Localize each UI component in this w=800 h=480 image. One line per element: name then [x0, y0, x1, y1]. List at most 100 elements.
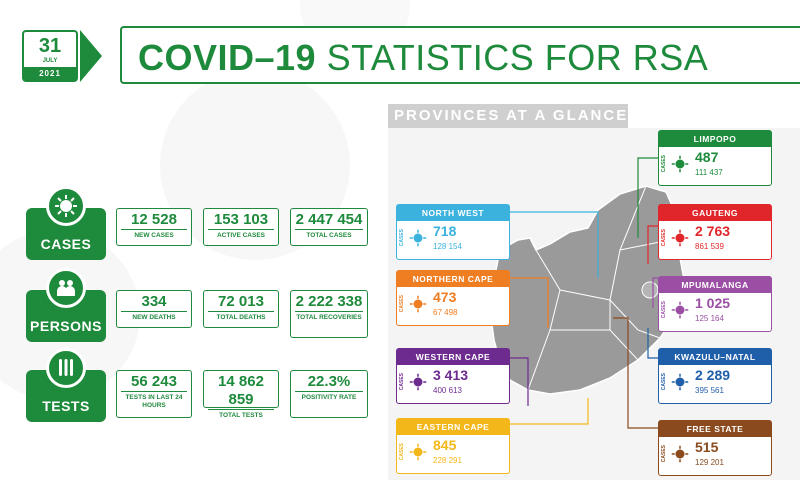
cases-label: CASES: [399, 373, 405, 391]
page-title: COVID–19 STATISTICS FOR RSA: [138, 37, 708, 79]
province-name: MPUMALANGA: [659, 277, 771, 293]
cases-label: CASES: [661, 373, 667, 391]
cases-label: CASES: [661, 445, 667, 463]
province-name: EASTERN CAPE: [397, 419, 509, 435]
province-new-cases: 1 025: [695, 295, 731, 311]
virus-icon: [671, 301, 689, 319]
stat-value: 2 447 454: [295, 211, 363, 228]
province-new-cases: 487: [695, 149, 719, 165]
province-name: KWAZULU–NATAL: [659, 349, 771, 365]
provinces-header: PROVINCES AT A GLANCE: [388, 104, 628, 128]
province-name: LIMPOPO: [659, 131, 771, 147]
province-card-eastern-cape: EASTERN CAPE CASES 845 228 291: [396, 418, 510, 474]
province-card-western-cape: WESTERN CAPE CASES 3 413 400 613: [396, 348, 510, 404]
province-new-cases: 718: [433, 223, 457, 239]
provinces-header-text: PROVINCES AT A GLANCE: [394, 107, 629, 124]
tests-badge: TESTS: [26, 348, 106, 422]
virus-icon: [46, 186, 86, 226]
date-arrow: [80, 30, 102, 82]
cases-badge: CASES: [26, 186, 106, 260]
stat-new-deaths: 334 NEW DEATHS: [116, 290, 192, 328]
province-card-limpopo: LIMPOPO CASES 487 111 437: [658, 130, 772, 186]
title-bold: COVID–19: [138, 37, 317, 78]
stat-tests-24h: 56 243 TESTS IN LAST 24 HOURS: [116, 370, 192, 418]
province-total-cases: 400 613: [433, 386, 462, 395]
persons-badge: PERSONS: [26, 268, 106, 342]
cases-label: CASES: [399, 443, 405, 461]
stat-value: 2 222 338: [295, 293, 363, 310]
stat-total-tests: 14 862 859 TOTAL TESTS: [203, 370, 279, 419]
stat-positivity-rate: 22.3% POSITIVITY RATE: [290, 370, 368, 418]
stat-value: 12 528: [131, 211, 177, 228]
date-badge: 31 JULY 2021: [22, 30, 78, 82]
test-tubes-icon: [46, 348, 86, 388]
province-total-cases: 67 498: [433, 308, 458, 317]
cases-label: CASES: [399, 295, 405, 313]
stat-new-cases: 12 528 NEW CASES: [116, 208, 192, 246]
province-card-kwazulu-natal: KWAZULU–NATAL CASES 2 289 395 561: [658, 348, 772, 404]
province-total-cases: 228 291: [433, 456, 462, 465]
province-name: FREE STATE: [659, 421, 771, 437]
stat-value: 56 243: [131, 373, 177, 390]
date-day: 31: [38, 35, 62, 57]
stat-active-cases: 153 103 ACTIVE CASES: [203, 208, 279, 246]
stat-total-cases: 2 447 454 TOTAL CASES: [290, 208, 368, 246]
stat-value: 153 103: [213, 211, 269, 228]
virus-icon: [671, 373, 689, 391]
date-month: JULY: [42, 58, 58, 64]
people-icon: [46, 268, 86, 308]
stat-value: 334: [141, 293, 167, 310]
province-card-free-state: FREE STATE CASES 515 129 201: [658, 420, 772, 476]
province-name: GAUTENG: [659, 205, 771, 221]
province-card-gauteng: GAUTENG CASES 2 763 861 539: [658, 204, 772, 260]
stat-label: NEW CASES: [121, 229, 187, 240]
province-new-cases: 845: [433, 437, 457, 453]
province-total-cases: 395 561: [695, 386, 724, 395]
cases-label: CASES: [399, 229, 405, 247]
virus-icon: [671, 155, 689, 173]
stat-label: TESTS IN LAST 24 HOURS: [121, 391, 187, 410]
virus-icon: [409, 443, 427, 461]
province-total-cases: 128 154: [433, 242, 462, 251]
stat-label: NEW DEATHS: [121, 311, 187, 322]
cases-label: CASES: [40, 236, 92, 252]
province-card-northern-cape: NORTHERN CAPE CASES 473 67 498: [396, 270, 510, 326]
title-banner: COVID–19 STATISTICS FOR RSA: [120, 26, 800, 84]
province-total-cases: 111 437: [695, 168, 723, 177]
province-new-cases: 3 413: [433, 367, 469, 383]
tests-label: TESTS: [42, 398, 90, 414]
cases-label: CASES: [661, 229, 667, 247]
stat-label: TOTAL CASES: [295, 229, 363, 240]
stat-value: 22.3%: [307, 373, 351, 390]
province-total-cases: 129 201: [695, 458, 724, 467]
stat-label: TOTAL TESTS: [208, 409, 274, 420]
province-name: NORTH WEST: [397, 205, 509, 221]
persons-label: PERSONS: [30, 318, 102, 334]
date-year: 2021: [24, 67, 76, 80]
virus-icon: [671, 445, 689, 463]
virus-icon: [671, 229, 689, 247]
virus-icon: [409, 373, 427, 391]
cases-label: CASES: [661, 301, 667, 319]
virus-icon: [409, 295, 427, 313]
province-card-north-west: NORTH WEST CASES 718 128 154: [396, 204, 510, 260]
stat-total-deaths: 72 013 TOTAL DEATHS: [203, 290, 279, 328]
stat-label: TOTAL RECOVERIES: [295, 311, 363, 322]
stat-value: 14 862 859: [218, 373, 264, 408]
province-card-mpumalanga: MPUMALANGA CASES 1 025 125 164: [658, 276, 772, 332]
province-new-cases: 2 763: [695, 223, 731, 239]
stat-label: ACTIVE CASES: [208, 229, 274, 240]
province-total-cases: 861 539: [695, 242, 724, 251]
cases-label: CASES: [661, 155, 667, 173]
province-total-cases: 125 164: [695, 314, 724, 323]
province-new-cases: 473: [433, 289, 457, 305]
province-new-cases: 2 289: [695, 367, 731, 383]
stat-total-recoveries: 2 222 338 TOTAL RECOVERIES: [290, 290, 368, 338]
stat-value: 72 013: [218, 293, 264, 310]
province-name: NORTHERN CAPE: [397, 271, 509, 287]
province-name: WESTERN CAPE: [397, 349, 509, 365]
stat-label: TOTAL DEATHS: [208, 311, 274, 322]
title-rest: STATISTICS FOR RSA: [326, 37, 709, 78]
virus-icon: [409, 229, 427, 247]
province-new-cases: 515: [695, 439, 719, 455]
